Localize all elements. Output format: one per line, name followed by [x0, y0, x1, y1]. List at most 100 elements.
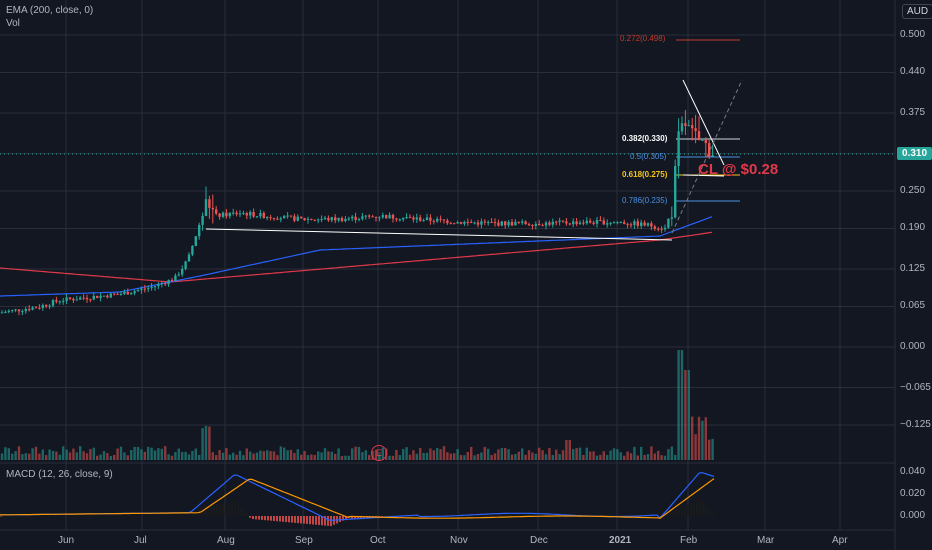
- candle-body: [99, 295, 102, 298]
- candle-body: [14, 309, 17, 311]
- volume-bar: [449, 453, 452, 460]
- macd-histogram-bar: [93, 515, 95, 517]
- macd-histogram-bar: [129, 515, 131, 517]
- macd-histogram-bar: [318, 516, 320, 526]
- cl-annotation: CL @ $0.28: [698, 161, 779, 178]
- candle-body: [259, 213, 262, 217]
- candle-body: [181, 268, 184, 275]
- candle-body: [327, 217, 330, 221]
- macd-histogram-bar: [102, 515, 104, 517]
- candle-body: [408, 217, 412, 219]
- volume-bar: [534, 453, 537, 460]
- macd-histogram-bar: [387, 515, 389, 517]
- macd-histogram-bar: [549, 513, 551, 516]
- candle-body: [429, 217, 432, 221]
- macd-histogram-bar: [45, 515, 47, 517]
- macd-histogram-bar: [294, 516, 296, 523]
- candle-body: [11, 309, 14, 311]
- volume-bar: [48, 449, 51, 460]
- time-tick-label: Feb: [680, 535, 698, 546]
- candle-body: [541, 225, 544, 227]
- volume-bar: [619, 452, 622, 460]
- volume-bar: [327, 451, 330, 460]
- candle-body: [310, 218, 313, 220]
- macd-histogram-bar: [330, 516, 332, 527]
- candle-body: [490, 221, 493, 223]
- volume-bar: [21, 454, 24, 460]
- candle-body: [694, 128, 697, 132]
- candle-body: [177, 274, 180, 276]
- macd-indicator-label[interactable]: MACD (12, 26, close, 9): [6, 469, 113, 480]
- volume-bar: [187, 454, 191, 460]
- volume-bar: [555, 449, 558, 460]
- macd-histogram-bar: [684, 505, 686, 516]
- macd-histogram-bar: [159, 515, 161, 517]
- volume-bar: [300, 454, 303, 460]
- macd-histogram-bar: [696, 500, 698, 516]
- volume-bar: [123, 452, 126, 460]
- candle-body: [344, 218, 347, 222]
- macd-histogram-bar: [135, 515, 137, 517]
- macd-histogram-bar: [33, 515, 35, 517]
- volume-bar: [238, 450, 242, 460]
- candle-body: [510, 221, 514, 226]
- macd-histogram-bar: [108, 515, 110, 517]
- macd-histogram-bar: [162, 515, 164, 517]
- candle-body: [626, 223, 629, 225]
- volume-bar: [507, 449, 510, 460]
- volume-bar: [704, 417, 707, 460]
- macd-histogram-bar: [60, 515, 62, 517]
- macd-histogram-bar: [90, 515, 92, 517]
- volume-bar: [317, 451, 320, 460]
- macd-histogram-bar: [168, 515, 170, 517]
- macd-histogram-bar: [210, 505, 212, 516]
- candle-body: [616, 222, 619, 224]
- macd-histogram-bar: [501, 512, 503, 516]
- candle-body: [442, 219, 446, 221]
- volume-bar: [7, 448, 10, 460]
- macd-histogram-bar: [441, 514, 443, 516]
- candle-body: [96, 295, 99, 298]
- macd-histogram-bar: [54, 515, 56, 517]
- candle-body: [48, 305, 51, 307]
- macd-histogram-bar: [558, 514, 560, 516]
- volume-bar: [211, 452, 214, 460]
- macd-histogram-bar: [699, 499, 701, 516]
- candle-body: [558, 220, 561, 222]
- candle-body: [68, 297, 72, 299]
- currency-button[interactable]: AUD: [902, 4, 932, 19]
- volume-indicator-label[interactable]: Vol: [6, 18, 20, 29]
- volume-bar: [667, 449, 670, 460]
- volume-bar: [691, 416, 694, 460]
- earnings-badge[interactable]: E: [371, 445, 387, 461]
- volume-bar: [296, 449, 299, 460]
- macd-histogram-bar: [339, 516, 341, 523]
- volume-bar: [388, 455, 391, 460]
- candle-body: [578, 222, 582, 225]
- macd-histogram-bar: [459, 513, 461, 516]
- macd-histogram-bar: [255, 516, 257, 520]
- macd-histogram-bar: [525, 512, 527, 516]
- macd-histogram-bar: [552, 514, 554, 516]
- macd-histogram-bar: [321, 516, 323, 526]
- time-tick-label: Aug: [217, 535, 235, 546]
- ema-indicator-label[interactable]: EMA (200, close, 0): [6, 5, 94, 16]
- volume-bar: [130, 449, 133, 460]
- price-tick-label: 0.500: [900, 29, 926, 40]
- candle-body: [113, 293, 116, 295]
- macd-histogram-bar: [498, 512, 500, 516]
- macd-histogram-bar: [504, 512, 506, 516]
- macd-histogram-bar: [153, 515, 155, 517]
- volume-bar: [334, 453, 337, 460]
- time-tick-label: Apr: [832, 535, 848, 546]
- candle-body: [204, 199, 208, 216]
- volume-bar: [578, 447, 582, 460]
- macd-histogram-bar: [156, 515, 158, 517]
- macd-histogram-bar: [711, 510, 713, 516]
- macd-histogram-bar: [87, 515, 89, 517]
- candle-body: [283, 215, 286, 219]
- time-tick-label: Nov: [450, 535, 468, 546]
- wedge-upper-line: [682, 79, 725, 166]
- candle-body: [215, 209, 218, 214]
